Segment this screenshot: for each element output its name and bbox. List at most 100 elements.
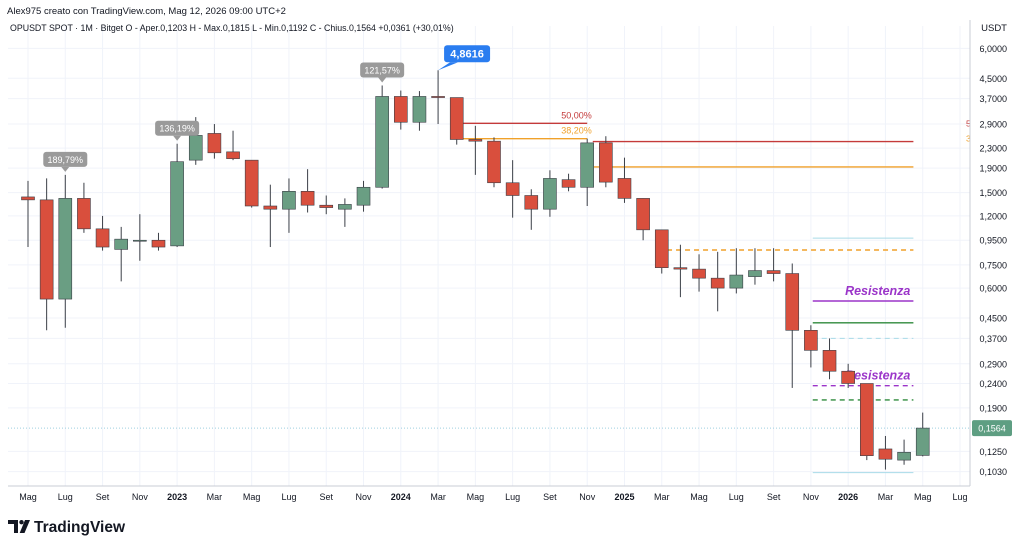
callout-text: 121,57% [364, 65, 400, 75]
x-tick-label: Mar [430, 492, 446, 502]
candle [580, 138, 595, 206]
percent-callout: 136,19% [155, 120, 200, 141]
candle-body [561, 179, 576, 188]
fib-382-level-right-label: 3 [966, 134, 971, 144]
candle [599, 136, 613, 188]
candle [654, 229, 669, 274]
x-tick-label: Mar [654, 492, 670, 502]
tradingview-logo-text: TradingView [34, 519, 126, 536]
candle-body [282, 191, 296, 210]
x-axis: Mag Lug Set Nov 2023 Mar Mag Lug Set Nov 2024 Mar Ma… [19, 492, 967, 502]
y-tick-label: 6,0000 [979, 44, 1007, 54]
candle-body [859, 383, 874, 456]
candle-body [468, 139, 483, 142]
candle-body [244, 159, 259, 207]
y-tick-label: 1,2000 [979, 211, 1007, 221]
candle-body [673, 267, 688, 270]
candle-body [393, 96, 408, 123]
x-tick-label: Mag [914, 492, 932, 502]
candle-body [897, 451, 911, 461]
candle [673, 244, 688, 298]
candle-body [878, 448, 893, 460]
candle [338, 198, 352, 227]
candle [58, 174, 73, 328]
candle [151, 232, 166, 251]
callout-pointer [378, 77, 387, 83]
y-tick-label: 0,2400 [979, 379, 1007, 389]
y-tick-label: 0,9500 [979, 236, 1007, 246]
candle-body [114, 238, 128, 250]
callout-box [360, 62, 405, 78]
candle [468, 125, 483, 175]
fib-50-level-right-label: 5 [966, 118, 971, 128]
y-tick-label: 0,7500 [979, 260, 1007, 270]
candle [804, 325, 818, 368]
candle-body [319, 204, 334, 208]
candle-body [505, 182, 520, 196]
candle-body [77, 198, 91, 230]
candle [375, 85, 389, 189]
candle [841, 363, 855, 388]
x-tick-label: Mar [207, 492, 223, 502]
x-tick-label: Lug [952, 492, 967, 502]
candle [226, 130, 240, 161]
candle [77, 182, 91, 233]
candle [524, 189, 539, 230]
candle-body [636, 198, 650, 231]
y-tick-label: 2,3000 [979, 144, 1007, 154]
candle [21, 180, 35, 248]
candle-body [431, 96, 445, 98]
candle-body [21, 196, 35, 201]
x-tick-label: Lug [281, 492, 296, 502]
candle-body [338, 204, 352, 210]
x-tick-label: Nov [356, 492, 373, 502]
x-tick-label: Set [319, 492, 333, 502]
candle [170, 143, 184, 248]
candle-body [841, 370, 855, 384]
high-price-callout: 4,8616 [438, 45, 491, 71]
candle-body [58, 198, 73, 300]
candle-body [356, 186, 371, 206]
callout-box [444, 45, 491, 63]
candle-body [785, 273, 800, 331]
x-tick-label: Nov [132, 492, 149, 502]
callout-box [155, 120, 200, 136]
candle-body [170, 161, 184, 247]
horizontal-levels: 50,00% 5 38,20% 3 Resistenza Resistenza [8, 110, 971, 474]
candle-body [487, 140, 501, 184]
currency-label: USDT [981, 23, 1007, 34]
x-tick-label: Mag [467, 492, 485, 502]
percent-callout: 189,79% [43, 151, 88, 172]
tradingview-logo[interactable]: TradingView [8, 519, 126, 536]
candle [431, 70, 445, 125]
candle-body [766, 270, 781, 274]
candle [393, 90, 408, 130]
resistance-upper-level-label: Resistenza [845, 284, 910, 298]
header-credit: Alex975 creato con TradingView.com, Mag … [7, 6, 286, 17]
last-price-badge [972, 420, 1012, 437]
candle [244, 159, 259, 208]
callout-box [43, 151, 88, 167]
y-tick-label: 0,4500 [979, 314, 1007, 324]
candle [282, 178, 296, 233]
callout-text: 136,19% [159, 124, 195, 134]
callout-text: 189,79% [48, 155, 84, 165]
candle [300, 169, 315, 213]
candle [356, 180, 371, 212]
candle [449, 97, 464, 145]
candle-body [188, 135, 203, 161]
y-tick-label: 2,9000 [979, 120, 1007, 130]
candle-body [748, 270, 762, 277]
candle-body [729, 274, 744, 289]
candle-body [207, 133, 222, 154]
y-axis[interactable]: 6,0000 4,5000 3,7000 2,9000 2,3000 1,9000 1,50… [972, 44, 1012, 477]
candle [95, 215, 110, 251]
candles[interactable] [21, 70, 930, 470]
y-tick-label: 1,9000 [979, 164, 1007, 174]
candle [636, 198, 650, 241]
x-tick-label: Lug [729, 492, 744, 502]
candle [543, 170, 557, 217]
candle-body [151, 239, 166, 248]
header-symbol-line: OPUSDT SPOT · 1M · Bitget O - Aper.0,120… [10, 23, 454, 33]
